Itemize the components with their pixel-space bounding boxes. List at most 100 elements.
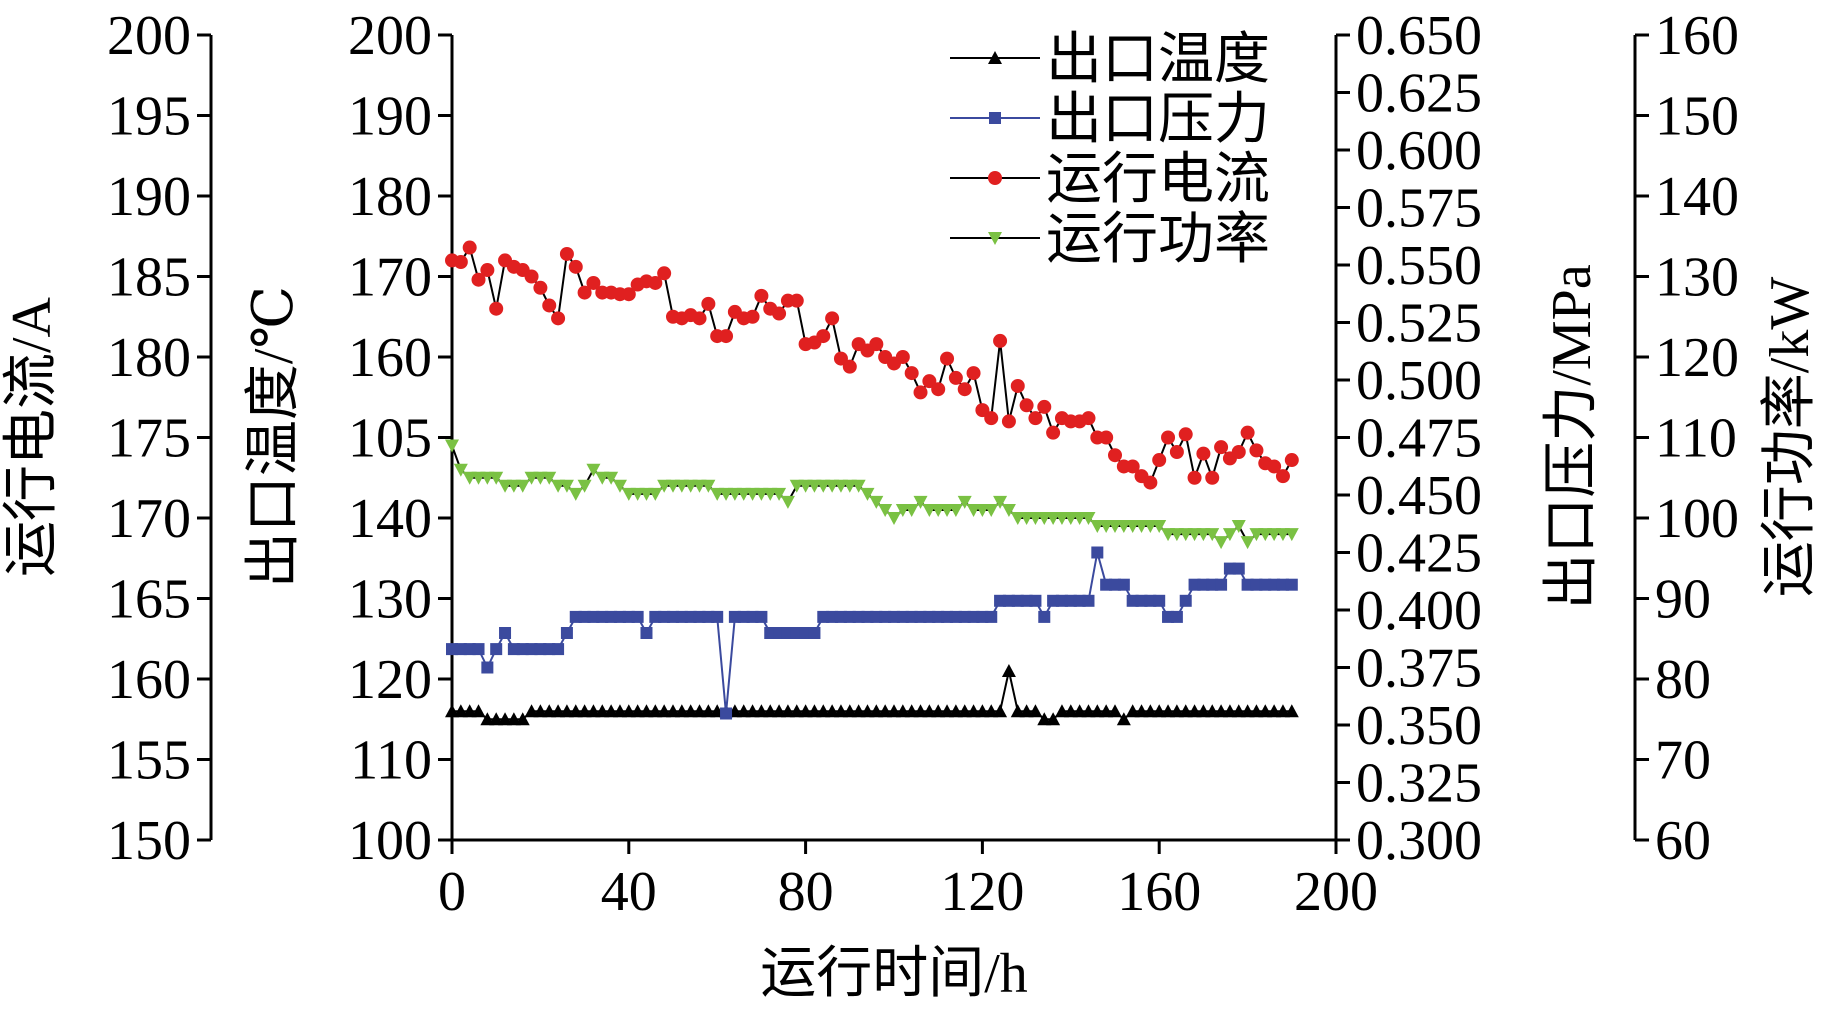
series-1-point: [833, 704, 848, 718]
series-4-point: [1284, 528, 1299, 542]
series-1-point: [1222, 704, 1237, 718]
series-3-point: [524, 269, 539, 284]
series-2-point: [472, 643, 485, 656]
series-4-point: [1019, 512, 1034, 525]
series-1-point: [895, 704, 910, 718]
series-3-point: [1046, 425, 1061, 440]
series-3-point: [621, 287, 636, 302]
series-2-point: [711, 610, 724, 623]
series-3-point: [1099, 430, 1114, 445]
series-1-point: [1081, 704, 1096, 718]
power-axis-tick-label: 90: [1655, 569, 1711, 631]
series-1-point: [807, 704, 822, 718]
pressure-axis-tick-label: 0.375: [1356, 638, 1482, 700]
series-4-point: [657, 479, 672, 493]
series-2-point: [640, 627, 653, 639]
current-axis-tick-label: 200: [107, 5, 191, 67]
legend-marker: [988, 171, 1002, 185]
series-3-point: [966, 366, 981, 381]
current-axis-tick-label: 185: [107, 247, 191, 309]
series-4-point: [780, 495, 795, 509]
series-1-point: [1010, 704, 1025, 718]
series-1-point: [948, 704, 963, 718]
series-1-point: [1063, 704, 1078, 718]
x-axis-tick-label: 80: [778, 861, 834, 923]
x-axis-tick-label: 120: [940, 861, 1024, 923]
series-2-point: [1215, 578, 1228, 591]
series-1-point: [471, 704, 486, 718]
series-4-point: [612, 479, 627, 493]
series-3-point: [1019, 398, 1034, 413]
series-3-point: [895, 350, 910, 364]
series-3-point: [1249, 443, 1264, 458]
series-4-point: [515, 479, 530, 493]
legend-label: 出口温度: [1046, 29, 1270, 91]
series-1-point: [931, 704, 946, 718]
legend-label: 出口压力: [1046, 89, 1270, 151]
series-4-point: [1143, 520, 1158, 534]
series-4-point: [1108, 520, 1122, 534]
series-3-point: [825, 311, 840, 326]
series-4-point: [648, 487, 663, 501]
series-4-point: [719, 487, 734, 501]
series-1-point: [842, 704, 857, 718]
series-4-point: [1258, 528, 1273, 542]
series-3-point: [833, 351, 848, 366]
series-4-point: [984, 503, 999, 517]
series-3-point: [559, 246, 574, 261]
series-2-point: [1038, 610, 1051, 623]
series-1-point: [1258, 704, 1273, 718]
series-1-point: [1090, 704, 1105, 718]
series-2-point: [1179, 594, 1192, 607]
series-3-point: [471, 272, 486, 287]
temperature-axis-title: 出口温度/℃: [243, 286, 305, 588]
series-4-point: [666, 479, 680, 493]
series-1-point: [595, 704, 610, 718]
series-3-point: [1108, 448, 1122, 463]
series-3-point: [745, 309, 760, 324]
series-1-point: [1161, 704, 1176, 718]
series-4-point: [683, 479, 698, 493]
series-1-point: [577, 704, 592, 718]
series-2-point: [1232, 562, 1245, 575]
series-4-point: [966, 503, 981, 517]
series-4-point: [745, 487, 760, 501]
series-4-point: [975, 503, 990, 517]
series-1-point: [851, 704, 866, 718]
series-2-point: [1285, 578, 1298, 591]
series-4-point: [524, 471, 539, 485]
series-1-point: [1019, 704, 1034, 718]
pressure-axis-tick-label: 0.600: [1356, 120, 1482, 182]
series-4-point: [878, 503, 893, 517]
current-axis-tick-label: 195: [107, 86, 191, 148]
series-4-point: [816, 479, 831, 493]
series-1-point: [630, 704, 645, 718]
series-4-point: [1178, 528, 1193, 542]
pressure-axis-tick-label: 0.350: [1356, 695, 1482, 757]
series-4-point: [931, 503, 946, 517]
series-1-point: [1116, 712, 1131, 726]
series-3-point: [542, 298, 557, 313]
series-2-point: [1091, 546, 1104, 559]
series-3-point: [489, 301, 504, 316]
series-3-point: [1284, 453, 1299, 468]
series-2-point: [808, 627, 821, 639]
series-1-point: [604, 704, 619, 718]
series-2-point: [1153, 594, 1166, 607]
series-3-point: [1010, 378, 1025, 393]
series-4-point: [1275, 528, 1290, 542]
power-axis-ticks: 60 70 80 90 100 110 120 130 140 150 160: [1635, 5, 1739, 872]
series-3: [445, 240, 1299, 490]
series-4-point: [763, 487, 778, 501]
series-1-point: [498, 712, 513, 726]
series-4-point: [1267, 528, 1282, 542]
series-4-point: [1134, 520, 1149, 534]
series-4-point: [453, 463, 468, 477]
series-4-point: [1125, 520, 1140, 534]
series-4-point: [604, 471, 619, 485]
series-3-point: [648, 275, 663, 290]
series-1-point: [1108, 704, 1122, 718]
series-3-point: [913, 385, 928, 400]
series-2-line: [452, 552, 1292, 714]
